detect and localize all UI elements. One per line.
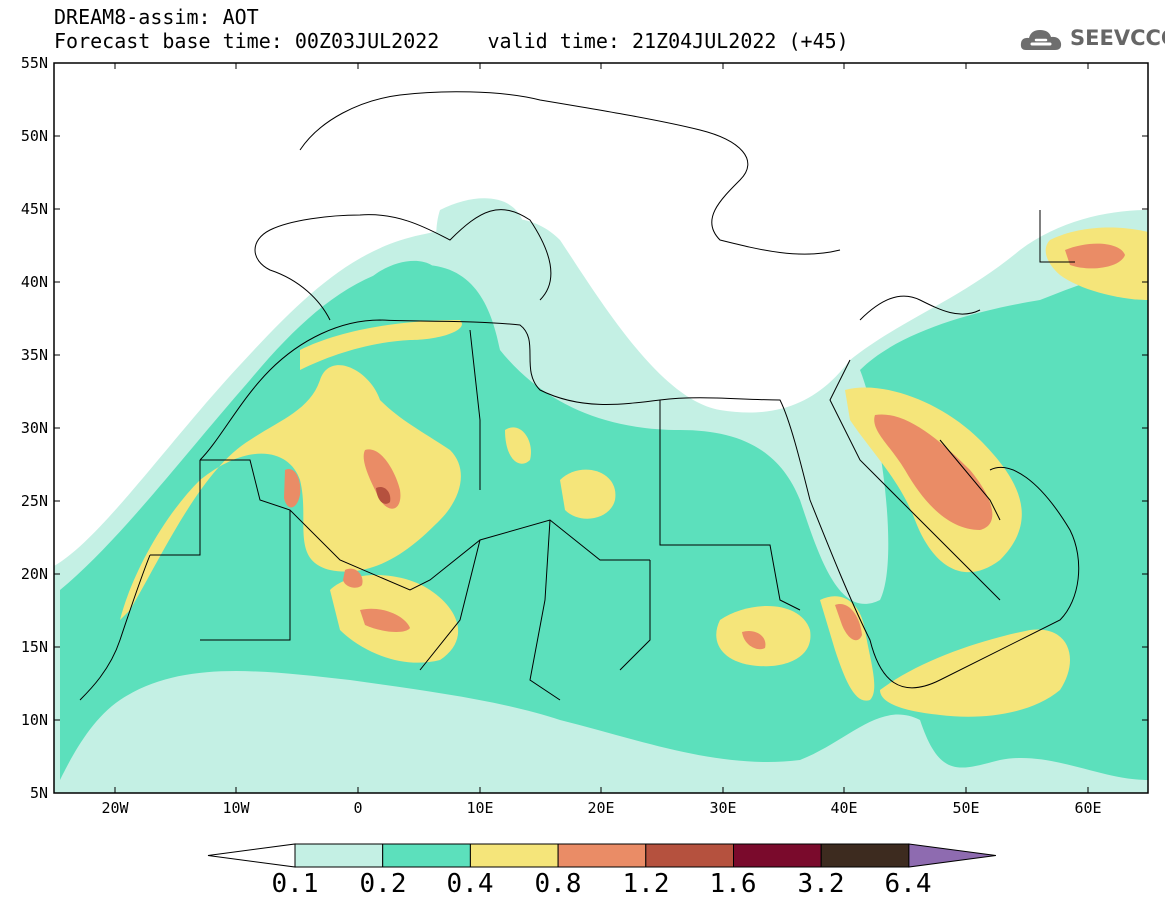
colorbar-swatch	[645, 843, 734, 868]
colorbar-label: 0.4	[446, 869, 494, 899]
colorbar-swatch	[469, 843, 559, 868]
colorbar-swatch	[557, 843, 647, 868]
colorbar-label: 0.2	[359, 869, 407, 899]
colorbar-label: 6.4	[884, 869, 932, 899]
aot-level-0.8	[343, 568, 363, 588]
aot-level-0.8	[360, 608, 410, 632]
lon-label: 0	[353, 799, 363, 817]
forecast-time-info: Forecast base time: 00Z03JUL2022 valid t…	[54, 29, 849, 53]
colorbar-label: 0.1	[271, 869, 319, 899]
aot-level-0.4	[120, 365, 461, 620]
lon-label: 40E	[830, 799, 858, 817]
colorbar-swatches	[207, 843, 996, 868]
aot-level-0.8	[874, 414, 993, 530]
colorbar-swatch	[733, 843, 822, 868]
aot-level-0.4	[300, 320, 462, 370]
lon-label: 30E	[709, 799, 737, 817]
lat-label: 5N	[29, 784, 48, 802]
lat-label: 50N	[20, 127, 48, 145]
logo-text: SEEVCCC	[1070, 26, 1165, 50]
lon-label: 10E	[466, 799, 494, 817]
cloud-icon	[1020, 30, 1062, 50]
coastlines-and-borders	[79, 91, 1080, 701]
lat-label: 20N	[20, 565, 48, 583]
aot-level-0.4	[716, 606, 811, 667]
lat-label: 35N	[20, 346, 48, 364]
aot-level-0.8	[742, 630, 766, 650]
colorbar-upper-extension	[908, 843, 996, 868]
lat-label: 30N	[20, 419, 48, 437]
aot-level-0.8	[1065, 243, 1125, 269]
lat-label: 55N	[20, 54, 48, 72]
colorbar-label: 3.2	[797, 869, 845, 899]
seevccc-logo: SEEVCCC	[1018, 22, 1165, 58]
lon-label: 60E	[1074, 799, 1102, 817]
lat-label: 45N	[20, 200, 48, 218]
aot-level-0.8	[835, 604, 862, 641]
colorbar-label: 1.6	[709, 869, 757, 899]
map-title: DREAM8-assim: AOT	[54, 5, 259, 29]
colorbar-swatch	[820, 843, 910, 868]
axis-ticks	[54, 63, 1148, 793]
aot-level-1.2	[376, 486, 391, 504]
lon-label: 20E	[587, 799, 615, 817]
aot-level-0.4	[560, 469, 616, 519]
aot-level-0.4	[820, 596, 875, 701]
aot-level-0.4	[880, 629, 1070, 717]
lat-label: 15N	[20, 638, 48, 656]
colorbar-label: 0.8	[534, 869, 582, 899]
aot-contour-fields	[54, 198, 1148, 793]
lon-label: 10W	[222, 799, 250, 817]
colorbar-label: 1.2	[622, 869, 670, 899]
colorbar-swatch	[382, 843, 471, 868]
lon-label: 20W	[101, 799, 129, 817]
aot-level-0.2	[359, 260, 441, 306]
lon-label: 50E	[952, 799, 980, 817]
colorbar-swatch	[294, 843, 384, 868]
aot-level-0.4	[505, 427, 531, 464]
aot-level-0.8	[284, 469, 301, 508]
lat-label: 10N	[20, 711, 48, 729]
lat-label: 40N	[20, 273, 48, 291]
lat-label: 25N	[20, 492, 48, 510]
aot-level-0.8	[363, 449, 401, 509]
colorbar-lower-extension	[207, 843, 296, 868]
